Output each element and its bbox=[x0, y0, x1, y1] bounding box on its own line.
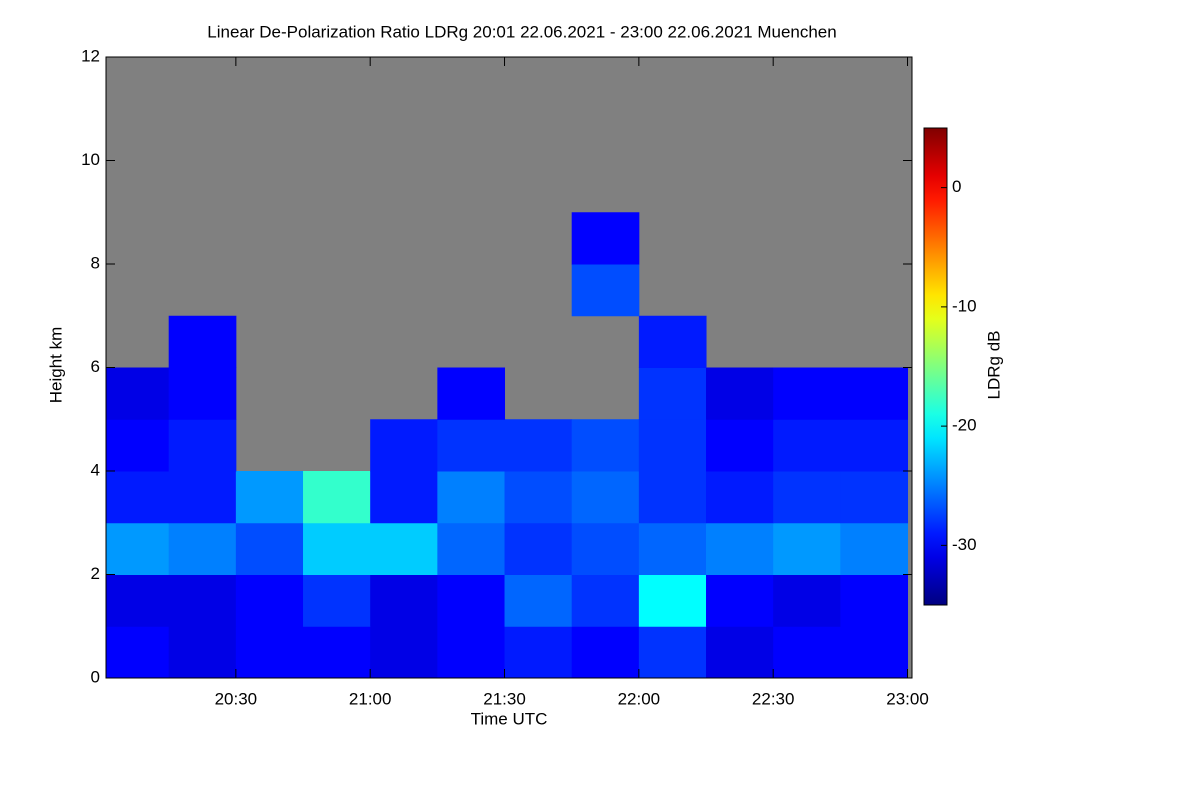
heatmap-cell bbox=[571, 626, 640, 679]
heatmap-cell bbox=[370, 574, 438, 627]
heatmap-cell bbox=[773, 626, 841, 679]
heatmap-cell bbox=[106, 367, 170, 420]
heatmap-cell bbox=[706, 367, 774, 420]
heatmap-cell bbox=[840, 574, 909, 627]
heatmap-cell bbox=[840, 522, 909, 575]
heatmap-cell bbox=[840, 471, 909, 524]
heatmap-cell bbox=[571, 522, 640, 575]
heatmap-cell bbox=[706, 471, 774, 524]
x-tick-label: 23:00 bbox=[886, 689, 929, 708]
heatmap-cell bbox=[303, 626, 371, 679]
y-tick-label: 4 bbox=[91, 460, 100, 479]
heatmap-cell bbox=[235, 626, 304, 679]
heatmap-cell bbox=[168, 419, 237, 472]
heatmap-cell bbox=[840, 626, 909, 679]
y-tick-label: 8 bbox=[91, 253, 100, 272]
heatmap-cell bbox=[370, 471, 438, 524]
heatmap-cell bbox=[437, 522, 506, 575]
heatmap-cell bbox=[571, 574, 640, 627]
x-tick-label: 22:30 bbox=[752, 689, 795, 708]
colorbar-label: LDRg dB bbox=[984, 331, 1003, 400]
heatmap-cell bbox=[168, 315, 237, 368]
heatmap-cell bbox=[706, 626, 774, 679]
heatmap-cell bbox=[706, 574, 774, 627]
heatmap-cell bbox=[504, 574, 573, 627]
heatmap-cell bbox=[504, 419, 573, 472]
y-tick-label: 6 bbox=[91, 357, 100, 376]
heatmap-cell bbox=[638, 574, 707, 627]
heatmap-cell bbox=[106, 574, 170, 627]
heatmap-cell bbox=[168, 367, 237, 420]
heatmap-cell bbox=[773, 419, 841, 472]
heatmap-cell bbox=[504, 471, 573, 524]
heatmap-cell bbox=[303, 522, 371, 575]
heatmap-cell bbox=[571, 264, 640, 317]
heatmap-cell bbox=[235, 522, 304, 575]
heatmap-cell bbox=[370, 626, 438, 679]
heatmap-cell bbox=[773, 574, 841, 627]
heatmap-cell bbox=[571, 471, 640, 524]
colorbar-tick-label: 0 bbox=[952, 177, 961, 196]
heatmap-cell bbox=[638, 315, 707, 368]
heatmap-cell bbox=[437, 574, 506, 627]
x-tick-label: 21:30 bbox=[483, 689, 526, 708]
y-tick-label: 12 bbox=[81, 46, 100, 65]
x-tick-label: 21:00 bbox=[349, 689, 392, 708]
heatmap-cell bbox=[437, 471, 506, 524]
heatmap-cell bbox=[106, 419, 170, 472]
y-tick-label: 0 bbox=[91, 667, 100, 686]
heatmap-cell bbox=[303, 574, 371, 627]
heatmap-cell bbox=[638, 626, 707, 679]
heatmap-cell bbox=[638, 471, 707, 524]
heatmap-cell bbox=[773, 471, 841, 524]
heatmap-cell bbox=[638, 367, 707, 420]
heatmap-cell bbox=[638, 522, 707, 575]
x-axis-label: Time UTC bbox=[471, 709, 548, 728]
heatmap-cell bbox=[437, 626, 506, 679]
heatmap-cell bbox=[106, 471, 170, 524]
heatmap-cell bbox=[840, 419, 909, 472]
colorbar-tick-label: -20 bbox=[952, 416, 977, 435]
heatmap-cell bbox=[504, 522, 573, 575]
heatmap-cell bbox=[303, 471, 371, 524]
heatmap-cell bbox=[504, 626, 573, 679]
heatmap-cell bbox=[571, 212, 640, 265]
chart-title: Linear De-Polarization Ratio LDRg 20:01 … bbox=[207, 22, 836, 41]
heatmap-cell bbox=[773, 367, 841, 420]
colorbar-tick-label: -30 bbox=[952, 535, 977, 554]
heatmap-cell bbox=[168, 574, 237, 627]
colorbar bbox=[923, 127, 948, 606]
heatmap-cell bbox=[370, 419, 438, 472]
heatmap-cell bbox=[706, 419, 774, 472]
x-tick-label: 22:00 bbox=[618, 689, 661, 708]
y-tick-label: 10 bbox=[81, 150, 100, 169]
heatmap-cell bbox=[168, 471, 237, 524]
heatmap-cell bbox=[571, 419, 640, 472]
heatmap-cell bbox=[168, 626, 237, 679]
heatmap-cell bbox=[706, 522, 774, 575]
y-tick-label: 2 bbox=[91, 564, 100, 583]
heatmap-cell bbox=[168, 522, 237, 575]
heatmap-cell bbox=[437, 419, 506, 472]
heatmap-cell bbox=[235, 574, 304, 627]
colorbar-tick-label: -10 bbox=[952, 296, 977, 315]
heatmap-cell bbox=[773, 522, 841, 575]
y-axis-label: Height km bbox=[46, 327, 65, 404]
heatmap-cell bbox=[840, 367, 909, 420]
x-tick-label: 20:30 bbox=[215, 689, 258, 708]
heatmap-cell bbox=[638, 419, 707, 472]
heatmap-cell bbox=[106, 522, 170, 575]
heatmap-cell bbox=[106, 626, 170, 679]
heatmap-cell bbox=[370, 522, 438, 575]
heatmap-cell bbox=[235, 471, 304, 524]
heatmap-cell bbox=[437, 367, 506, 420]
